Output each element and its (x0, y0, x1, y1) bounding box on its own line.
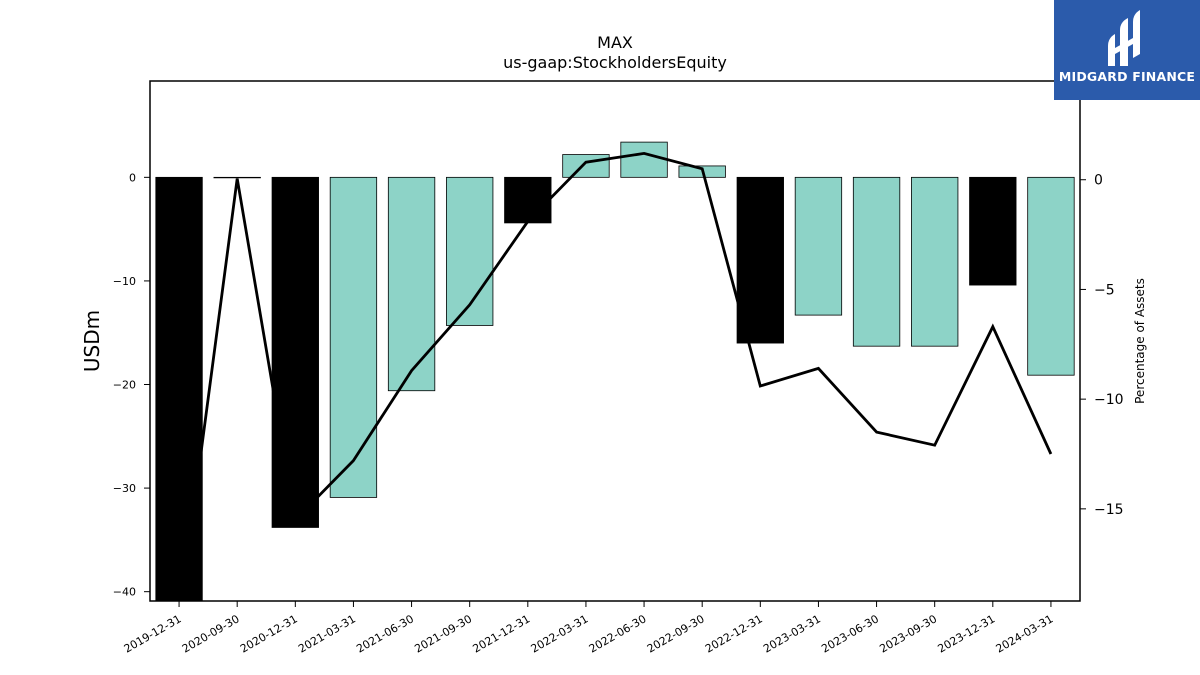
bar-2021-12-31 (504, 176, 552, 224)
bar-2024-03-31 (1027, 176, 1075, 376)
y-axis-label: USDm (80, 310, 104, 372)
bar-2023-06-30 (852, 176, 901, 347)
y-tick-label: −10 (113, 275, 136, 288)
logo-text: MIDGARD FINANCE (1058, 69, 1196, 84)
x-tick-label: 2023-03-31 (761, 612, 823, 655)
plot-frame (149, 80, 1081, 602)
x-tick-label: 2023-12-31 (935, 612, 997, 655)
x-tick-label: 2023-09-30 (877, 612, 939, 655)
x-tick-label: 2021-03-31 (296, 612, 358, 655)
bar-2020-12-31 (271, 176, 319, 528)
x-tick-label: 2021-09-30 (412, 612, 474, 655)
bar-2021-03-31 (329, 176, 378, 498)
y-tick-label: 0 (129, 171, 136, 184)
y2-tick-label: −5 (1094, 282, 1115, 298)
x-tick-label: 2022-06-30 (587, 612, 649, 655)
y-tick-label: −40 (113, 586, 136, 599)
x-tick-label: 2022-03-31 (529, 612, 591, 655)
midgard-finance-logo: MIDGARD FINANCE (1054, 0, 1200, 100)
x-tick-label: 2020-09-30 (180, 612, 242, 655)
y2-tick-label: −15 (1094, 502, 1124, 518)
bar-2019-12-31 (155, 176, 203, 602)
bar-2023-12-31 (969, 176, 1017, 286)
x-tick-label: 2019-12-31 (122, 612, 184, 655)
y2-tick-label: −10 (1094, 392, 1124, 408)
x-tick-label: 2022-09-30 (645, 612, 707, 655)
y2-axis-label: Percentage of Assets (1133, 278, 1147, 404)
chart-title: MAX (597, 33, 633, 52)
y-tick-label: −30 (113, 482, 136, 495)
y-tick-label: −20 (113, 379, 136, 392)
bar-2021-06-30 (387, 176, 436, 392)
chart-subtitle: us-gaap:StockholdersEquity (503, 53, 727, 72)
bar-2023-03-31 (794, 176, 843, 316)
x-tick-label: 2024-03-31 (994, 612, 1056, 655)
bar-2021-09-30 (446, 176, 494, 326)
bar-2023-09-30 (911, 176, 959, 347)
x-tick-label: 2021-06-30 (354, 612, 416, 655)
bar-2022-06-30 (620, 141, 668, 178)
x-tick-label: 2022-12-31 (703, 612, 765, 655)
x-tick-label: 2020-12-31 (238, 612, 300, 655)
bar-2022-12-31 (736, 176, 784, 344)
y2-tick-label: 0 (1094, 173, 1103, 189)
percentage-line (180, 151, 1053, 601)
bar-2020-09-30 (213, 176, 261, 179)
x-tick-label: 2023-06-30 (819, 612, 881, 655)
x-tick-label: 2021-12-31 (470, 612, 532, 655)
logo-mark-icon (1108, 10, 1140, 66)
bar-2022-03-31 (562, 154, 610, 178)
